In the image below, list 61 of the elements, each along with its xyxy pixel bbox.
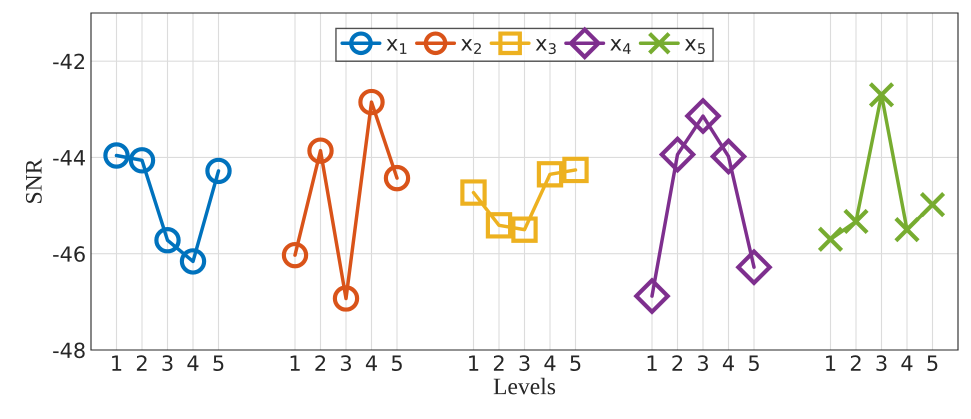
point <box>634 278 670 314</box>
x-tick-label: 2 <box>672 355 682 371</box>
point <box>817 226 844 252</box>
point <box>660 136 696 172</box>
x-tick-label: 3 <box>876 355 886 371</box>
x-tick-label: 5 <box>570 356 580 371</box>
x-tick-label: 5 <box>748 356 759 371</box>
point <box>868 82 895 108</box>
point <box>685 98 721 134</box>
x-tick-label: 2 <box>136 355 147 371</box>
x-tick-label: 5 <box>213 356 224 371</box>
y-tick-label: -48 <box>53 342 85 358</box>
point <box>710 138 746 174</box>
x-tick-label: 4 <box>366 356 377 371</box>
point <box>128 147 156 174</box>
y-tick-label: -44 <box>53 150 85 166</box>
point <box>536 161 564 188</box>
point <box>736 249 772 285</box>
x-tick-label: 4 <box>544 356 556 371</box>
y-tick-label: -46 <box>53 246 85 262</box>
legend-label: x$_{2}$ <box>461 39 481 54</box>
point <box>205 158 232 184</box>
x-tick-label: 1 <box>648 356 657 371</box>
x-tick-label: 1 <box>290 356 300 371</box>
point <box>894 216 920 243</box>
legend-label: x$_{5}$ <box>684 39 705 54</box>
x-tick-label: 3 <box>162 355 172 371</box>
legend-label: x$_{1}$ <box>386 39 406 54</box>
point <box>842 208 870 235</box>
x-tick-label: 1 <box>469 356 478 371</box>
point <box>154 227 181 254</box>
point <box>486 212 512 239</box>
x-tick-label: 4 <box>901 356 912 371</box>
point <box>180 248 206 275</box>
x-tick-label: 2 <box>494 355 504 371</box>
point <box>562 156 589 184</box>
point <box>332 285 360 312</box>
y-axis-title: SNR <box>26 158 42 203</box>
x-tick-label: 4 <box>722 356 734 371</box>
y-tick-label: -42 <box>53 54 84 70</box>
legend-label: x$_{4}$ <box>610 39 631 54</box>
x-tick-label: 5 <box>927 356 938 371</box>
x-tick-label: 1 <box>826 356 836 371</box>
x-tick-label: 3 <box>698 355 708 371</box>
x-axis-title: Levels <box>494 378 556 394</box>
x-tick-label: 3 <box>519 355 530 371</box>
x-tick-label: 4 <box>187 356 198 371</box>
point <box>103 142 130 169</box>
point <box>358 88 385 116</box>
x-tick-label: 2 <box>850 355 861 371</box>
point <box>384 164 410 192</box>
point <box>511 216 538 243</box>
legend-label: x$_{3}$ <box>536 39 556 54</box>
point <box>919 191 946 218</box>
point <box>282 242 308 268</box>
x-tick-label: 2 <box>315 355 326 371</box>
x-tick-label: 3 <box>340 355 351 371</box>
point <box>460 179 487 206</box>
x-tick-label: 1 <box>112 356 122 371</box>
x-tick-label: 5 <box>392 356 402 371</box>
point <box>307 137 334 164</box>
